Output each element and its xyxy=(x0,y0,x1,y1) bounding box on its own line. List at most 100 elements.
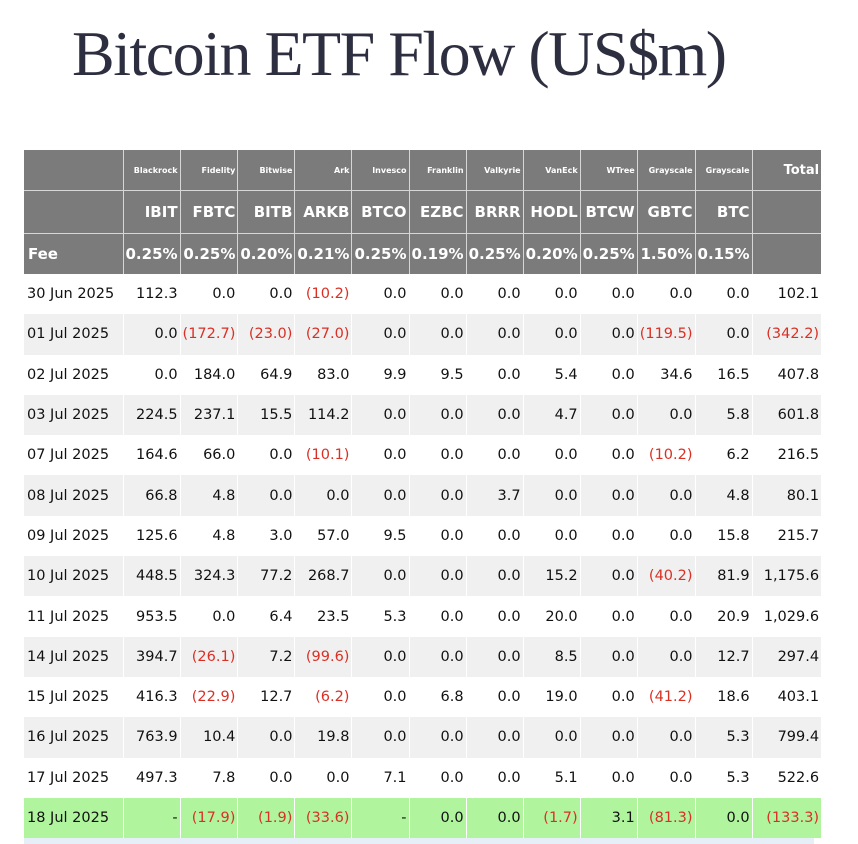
row-total: 522.6 xyxy=(751,757,822,798)
flow-cell: 3.7 xyxy=(465,475,524,516)
flow-cell: 0.0 xyxy=(408,556,467,597)
row-date: 09 Jul 2025 xyxy=(24,515,123,557)
table-row: 01 Jul 2025 0.0 (172.7) (23.0) (27.0) 0.0 0.0 0… xyxy=(24,314,822,355)
ticker-header: EZBC xyxy=(408,190,467,234)
table-row: 17 Jul 2025 497.3 7.8 0.0 0.0 7.1 0.0 0.0 5.1 0.0… xyxy=(24,757,822,798)
row-total: 80.1 xyxy=(751,475,822,516)
flow-cell: 237.1 xyxy=(179,394,238,436)
row-date: 10 Jul 2025 xyxy=(24,556,123,597)
fee-value: 0.25% xyxy=(465,233,524,274)
table-row: 14 Jul 2025 394.7 (26.1) 7.2 (99.6) 0.0 0.0 0.0… xyxy=(24,636,822,677)
flow-cell: 0.0 xyxy=(408,636,467,677)
fee-value: 0.25% xyxy=(579,233,638,274)
issuer-header: Grayscale xyxy=(694,150,753,191)
flow-cell: 0.0 xyxy=(579,515,638,557)
flow-cell: 18.6 xyxy=(694,676,753,718)
flow-cell: 0.0 xyxy=(465,717,524,758)
table-row: 09 Jul 2025 125.6 4.8 3.0 57.0 9.5 0.0 0.0 0.0 0.… xyxy=(24,515,822,557)
flow-cell: 0.0 xyxy=(636,394,696,436)
flow-cell: 394.7 xyxy=(122,636,181,677)
flow-cell: 0.0 xyxy=(579,636,638,677)
flow-cell: 0.0 xyxy=(408,314,467,355)
flow-cell: 0.0 xyxy=(636,636,696,677)
flow-cell: (1.7) xyxy=(522,797,581,839)
flow-cell: 5.4 xyxy=(522,354,581,395)
ticker-header-row: IBIT FBTC BITB ARKB BTCO EZBC BRRR HODL … xyxy=(24,190,822,234)
flow-cell: 83.0 xyxy=(294,354,352,395)
table-row: 18 Jul 2025- (17.9) (1.9) (33.6) -0.0 0.0 (1.7… xyxy=(24,797,822,839)
flow-cell: 0.0 xyxy=(465,435,524,476)
flow-cell: 0.0 xyxy=(522,435,581,476)
flow-cell: 6.4 xyxy=(237,596,295,637)
flow-cell: 114.2 xyxy=(294,394,352,436)
flow-cell: 20.0 xyxy=(522,596,581,637)
flow-cell: 7.1 xyxy=(351,757,410,798)
table-row: 03 Jul 2025 224.5 237.1 15.5 114.2 0.0 0.0 0.0 4… xyxy=(24,394,822,436)
flow-cell: 0.0 xyxy=(408,596,467,637)
fee-value: 0.15% xyxy=(694,233,753,274)
flow-cell: 0.0 xyxy=(237,757,295,798)
flow-cell: 5.1 xyxy=(522,757,581,798)
row-total: 216.5 xyxy=(751,435,822,476)
flow-cell: 0.0 xyxy=(465,676,524,718)
flow-cell: 3.1 xyxy=(579,797,638,839)
flow-cell: 0.0 xyxy=(465,556,524,597)
fee-value: 0.25% xyxy=(122,233,181,274)
row-total: 297.4 xyxy=(751,636,822,677)
fee-header-row: Fee 0.25% 0.25% 0.20% 0.21% 0.25% 0.19% … xyxy=(24,233,822,274)
flow-cell: 953.5 xyxy=(122,596,181,637)
flow-cell: 0.0 xyxy=(522,515,581,557)
flow-cell: 0.0 xyxy=(579,757,638,798)
flow-cell: 0.0 xyxy=(237,475,295,516)
ticker-header: IBIT xyxy=(122,190,181,234)
flow-cell: 0.0 xyxy=(465,596,524,637)
table-row: 02 Jul 2025 0.0 184.0 64.9 83.0 9.9 9.5 0.0 5.4 0… xyxy=(24,354,822,395)
issuer-header: Bitwise xyxy=(237,150,295,191)
flow-cell: 0.0 xyxy=(694,314,753,355)
flow-cell: 0.0 xyxy=(636,475,696,516)
flow-cell: 0.0 xyxy=(179,596,238,637)
flow-cell: 0.0 xyxy=(579,717,638,758)
flow-cell: (41.2) xyxy=(636,676,696,718)
flow-cell: 0.0 xyxy=(408,394,467,436)
flow-cell: 0.0 xyxy=(408,475,467,516)
flow-cell: 0.0 xyxy=(522,314,581,355)
flow-cell: 0.0 xyxy=(579,354,638,395)
flow-cell: 0.0 xyxy=(351,717,410,758)
flow-cell: 0.0 xyxy=(351,314,410,355)
flow-cell: 0.0 xyxy=(522,717,581,758)
flow-cell: (10.2) xyxy=(636,435,696,476)
ticker-header: BTC xyxy=(694,190,753,234)
flow-cell: 0.0 xyxy=(579,435,638,476)
flow-cell: 0.0 xyxy=(579,556,638,597)
flow-cell: 416.3 xyxy=(122,676,181,718)
flow-cell: (40.2) xyxy=(636,556,696,597)
flow-cell: 112.3 xyxy=(122,274,181,315)
flow-cell: 0.0 xyxy=(179,274,238,315)
flow-cell: 0.0 xyxy=(636,596,696,637)
flow-cell: 0.0 xyxy=(351,394,410,436)
flow-cell: 0.0 xyxy=(408,515,467,557)
table-row: 15 Jul 2025 416.3 (22.9) 12.7 (6.2) 0.0 6.8 0.0… xyxy=(24,676,822,718)
flow-cell: 0.0 xyxy=(351,676,410,718)
flow-cell: - xyxy=(351,797,410,839)
flow-cell: 0.0 xyxy=(294,757,352,798)
flow-cell: 6.2 xyxy=(694,435,753,476)
flow-cell: 0.0 xyxy=(237,435,295,476)
row-total: 601.8 xyxy=(751,394,822,436)
table-bottom-edge xyxy=(24,838,814,844)
flow-cell: 16.5 xyxy=(694,354,753,395)
fee-value: 0.25% xyxy=(351,233,410,274)
flow-cell: (10.2) xyxy=(294,274,352,315)
flow-cell: (26.1) xyxy=(179,636,238,677)
row-date: 07 Jul 2025 xyxy=(24,435,123,476)
issuer-header: VanEck xyxy=(522,150,581,191)
row-total: 102.1 xyxy=(751,274,822,315)
flow-cell: 19.0 xyxy=(522,676,581,718)
flow-cell: 5.3 xyxy=(694,717,753,758)
row-date: 18 Jul 2025 xyxy=(24,797,123,839)
flow-cell: 9.5 xyxy=(351,515,410,557)
ticker-header: HODL xyxy=(522,190,581,234)
flow-cell: 0.0 xyxy=(579,314,638,355)
row-date: 15 Jul 2025 xyxy=(24,676,123,718)
